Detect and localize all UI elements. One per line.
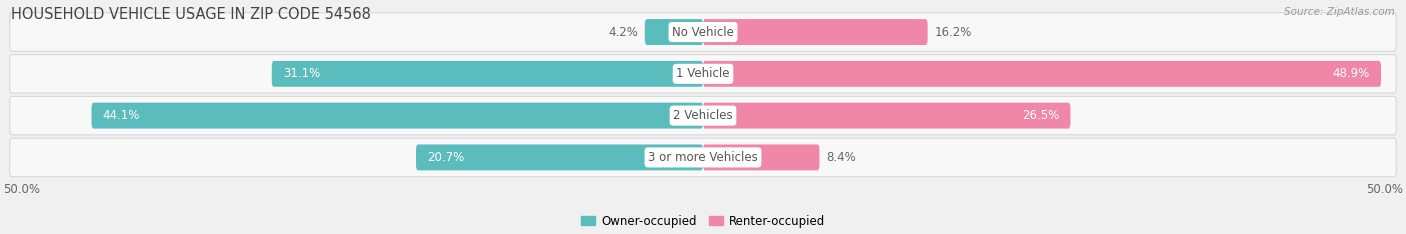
FancyBboxPatch shape (703, 19, 928, 45)
Text: 50.0%: 50.0% (3, 183, 39, 196)
Text: 48.9%: 48.9% (1333, 67, 1369, 80)
Legend: Owner-occupied, Renter-occupied: Owner-occupied, Renter-occupied (576, 210, 830, 232)
Text: 1 Vehicle: 1 Vehicle (676, 67, 730, 80)
FancyBboxPatch shape (10, 96, 1396, 135)
Text: 26.5%: 26.5% (1022, 109, 1059, 122)
FancyBboxPatch shape (10, 55, 1396, 93)
Text: 4.2%: 4.2% (607, 26, 638, 39)
Text: 20.7%: 20.7% (427, 151, 464, 164)
FancyBboxPatch shape (416, 144, 703, 170)
FancyBboxPatch shape (91, 103, 703, 128)
Text: 3 or more Vehicles: 3 or more Vehicles (648, 151, 758, 164)
FancyBboxPatch shape (703, 61, 1381, 87)
FancyBboxPatch shape (703, 103, 1070, 128)
Text: 31.1%: 31.1% (283, 67, 321, 80)
Text: HOUSEHOLD VEHICLE USAGE IN ZIP CODE 54568: HOUSEHOLD VEHICLE USAGE IN ZIP CODE 5456… (11, 7, 371, 22)
Text: 50.0%: 50.0% (1367, 183, 1403, 196)
Text: Source: ZipAtlas.com: Source: ZipAtlas.com (1284, 7, 1395, 17)
FancyBboxPatch shape (703, 144, 820, 170)
FancyBboxPatch shape (10, 13, 1396, 51)
Text: 2 Vehicles: 2 Vehicles (673, 109, 733, 122)
FancyBboxPatch shape (10, 138, 1396, 177)
FancyBboxPatch shape (271, 61, 703, 87)
FancyBboxPatch shape (645, 19, 703, 45)
Text: 44.1%: 44.1% (103, 109, 141, 122)
Text: 16.2%: 16.2% (935, 26, 972, 39)
Text: No Vehicle: No Vehicle (672, 26, 734, 39)
Text: 8.4%: 8.4% (827, 151, 856, 164)
